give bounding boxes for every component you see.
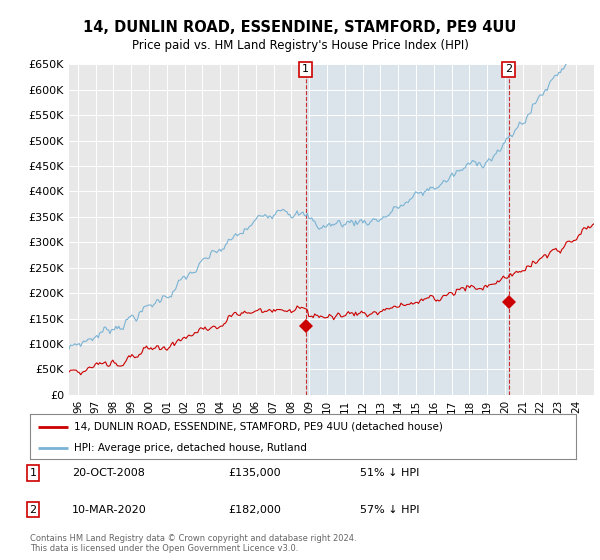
Text: 1: 1 [302,64,309,74]
Text: HPI: Average price, detached house, Rutland: HPI: Average price, detached house, Rutl… [74,443,307,453]
Text: 2: 2 [505,64,512,74]
Text: £135,000: £135,000 [228,468,281,478]
Bar [305,64,509,395]
Text: 57% ↓ HPI: 57% ↓ HPI [360,505,419,515]
Text: 51% ↓ HPI: 51% ↓ HPI [360,468,419,478]
Text: 10-MAR-2020: 10-MAR-2020 [72,505,147,515]
Text: Contains HM Land Registry data © Crown copyright and database right 2024.
This d: Contains HM Land Registry data © Crown c… [30,534,356,553]
Text: 14, DUNLIN ROAD, ESSENDINE, STAMFORD, PE9 4UU (detached house): 14, DUNLIN ROAD, ESSENDINE, STAMFORD, PE… [74,422,443,432]
Text: £182,000: £182,000 [228,505,281,515]
Text: 2: 2 [29,505,37,515]
Text: 20-OCT-2008: 20-OCT-2008 [72,468,145,478]
Text: 1: 1 [29,468,37,478]
Text: Price paid vs. HM Land Registry's House Price Index (HPI): Price paid vs. HM Land Registry's House … [131,39,469,52]
Text: 14, DUNLIN ROAD, ESSENDINE, STAMFORD, PE9 4UU: 14, DUNLIN ROAD, ESSENDINE, STAMFORD, PE… [83,20,517,35]
